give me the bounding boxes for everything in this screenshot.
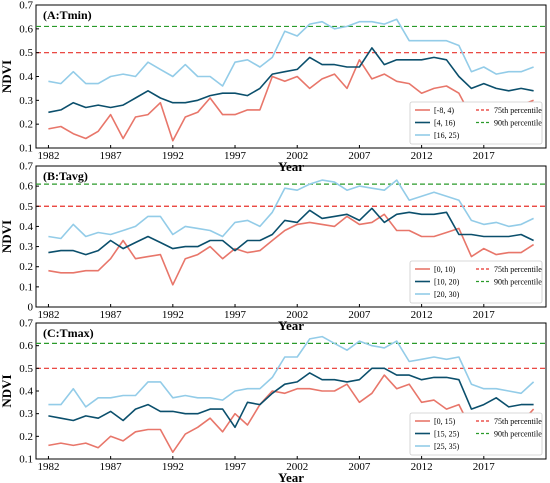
y-tick-label: 0.1 <box>19 281 33 293</box>
series-line-2 <box>48 367 534 429</box>
x-tick-label: 2017 <box>473 309 496 321</box>
panel-label: (B:Tavg) <box>43 169 88 183</box>
x-tick-label: 2012 <box>411 309 433 321</box>
x-tick-label: 2002 <box>286 461 308 473</box>
x-tick-label: 2002 <box>286 309 308 321</box>
y-tick-label: 0.4 <box>19 71 33 83</box>
y-tick-label: 0.7 <box>19 318 33 330</box>
y-tick-label: 0.6 <box>19 340 33 352</box>
legend-label-series-2: [10, 20) <box>434 278 460 287</box>
x-tick-label: 1987 <box>100 461 123 473</box>
y-tick-label: 0.4 <box>19 221 33 233</box>
y-tick-label: 0.1 <box>19 454 33 466</box>
chart-panel-3: 0.1 0.2 0.3 0.4 0.5 0.6 0.7 1982 1987 1992 1997 200… <box>0 318 547 483</box>
x-tick-label: 1987 <box>100 150 123 162</box>
series-line-3 <box>48 335 535 408</box>
series-line-2 <box>48 47 534 114</box>
x-tick-label: 2017 <box>473 461 496 473</box>
y-tick-label: 0.6 <box>19 23 33 35</box>
y-tick-label: 0.2 <box>19 261 33 273</box>
y-axis-label: NDVI <box>0 60 14 93</box>
legend-label-reference-2: 90th percentile <box>494 119 542 128</box>
x-tick-label: 2012 <box>411 150 433 162</box>
legend-label-series-3: [20, 30) <box>434 290 460 299</box>
legend-label-series-3: [16, 25) <box>434 131 460 140</box>
legend-label-series-3: [25, 35) <box>434 442 460 451</box>
plot-frame <box>35 165 547 308</box>
x-tick-label: 1982 <box>37 461 59 473</box>
series-line-3 <box>48 179 534 240</box>
x-tick-label: 2007 <box>348 461 371 473</box>
legend-label-reference-1: 75th percentile <box>494 265 542 274</box>
x-tick-label: 1997 <box>224 150 247 162</box>
legend-label-reference-2: 90th percentile <box>494 278 542 287</box>
x-tick-label: 1992 <box>162 309 184 321</box>
x-tick-label: 1997 <box>224 309 247 321</box>
y-tick-label: 0.5 <box>19 363 33 375</box>
series-line-1 <box>48 213 535 286</box>
legend: [0, 10) [10, 20) [20, 30) 75th percentile 90… <box>409 260 543 304</box>
legend: [0, 15) [15, 25) [25, 35) 75th percentile 90… <box>409 412 543 456</box>
y-tick-label: 0.3 <box>19 95 33 107</box>
x-tick-label: 2007 <box>348 150 371 162</box>
series-line-1 <box>48 58 534 142</box>
y-axis-label: NDVI <box>0 220 14 253</box>
legend-label-reference-1: 75th percentile <box>494 106 542 115</box>
x-tick-label: 1982 <box>37 150 59 162</box>
series-line-3 <box>48 18 534 87</box>
panel-label: (C:Tmax) <box>43 326 94 340</box>
x-tick-label: 2007 <box>348 309 371 321</box>
legend-label-reference-2: 90th percentile <box>494 430 542 439</box>
series-line-1 <box>48 374 535 454</box>
y-tick-label: 0.7 <box>19 0 33 12</box>
x-tick-label: 1982 <box>37 309 59 321</box>
x-tick-label: 1992 <box>162 461 184 473</box>
legend-label-series-1: [-8, 4) <box>434 106 454 115</box>
chart-panel-2: 0 0.1 0.2 0.3 0.4 0.5 0.6 0.7 1982 1987 1992 1997 20… <box>0 161 547 333</box>
series-line-2 <box>48 207 534 256</box>
x-tick-label: 2002 <box>286 150 308 162</box>
legend-label-series-2: [4, 16) <box>434 119 456 128</box>
y-axis-label: NDVI <box>0 374 14 407</box>
y-tick-label: 0.2 <box>19 119 33 131</box>
y-tick-label: 0.3 <box>19 408 33 420</box>
y-tick-label: 0.5 <box>19 201 33 213</box>
y-tick-label: 0.4 <box>19 386 33 398</box>
legend-label-reference-1: 75th percentile <box>494 417 542 426</box>
y-tick-label: 0 <box>28 302 34 314</box>
y-tick-label: 0.5 <box>19 47 33 59</box>
y-tick-label: 0.3 <box>19 241 33 253</box>
x-tick-label: 2017 <box>473 150 496 162</box>
panel-label: (A:Tmin) <box>43 8 92 22</box>
legend: [-8, 4) [4, 16) [16, 25) 75th percentile 90t… <box>409 101 543 145</box>
y-tick-label: 0.6 <box>19 181 33 193</box>
legend-label-series-1: [0, 10) <box>434 265 456 274</box>
y-tick-label: 0.1 <box>19 143 33 155</box>
legend-label-series-2: [15, 25) <box>434 430 460 439</box>
x-axis-label: Year <box>278 470 304 483</box>
y-tick-label: 0.2 <box>19 431 33 443</box>
x-tick-label: 1997 <box>224 461 247 473</box>
y-tick-label: 0.7 <box>19 161 33 173</box>
x-tick-label: 2012 <box>411 461 433 473</box>
chart-panel-1: 0.1 0.2 0.3 0.4 0.5 0.6 0.7 1982 1987 1992 1997 200… <box>0 0 547 174</box>
x-tick-label: 1992 <box>162 150 184 162</box>
x-axis-label: Year <box>278 318 304 333</box>
legend-label-series-1: [0, 15) <box>434 417 456 426</box>
x-tick-label: 1987 <box>100 309 123 321</box>
